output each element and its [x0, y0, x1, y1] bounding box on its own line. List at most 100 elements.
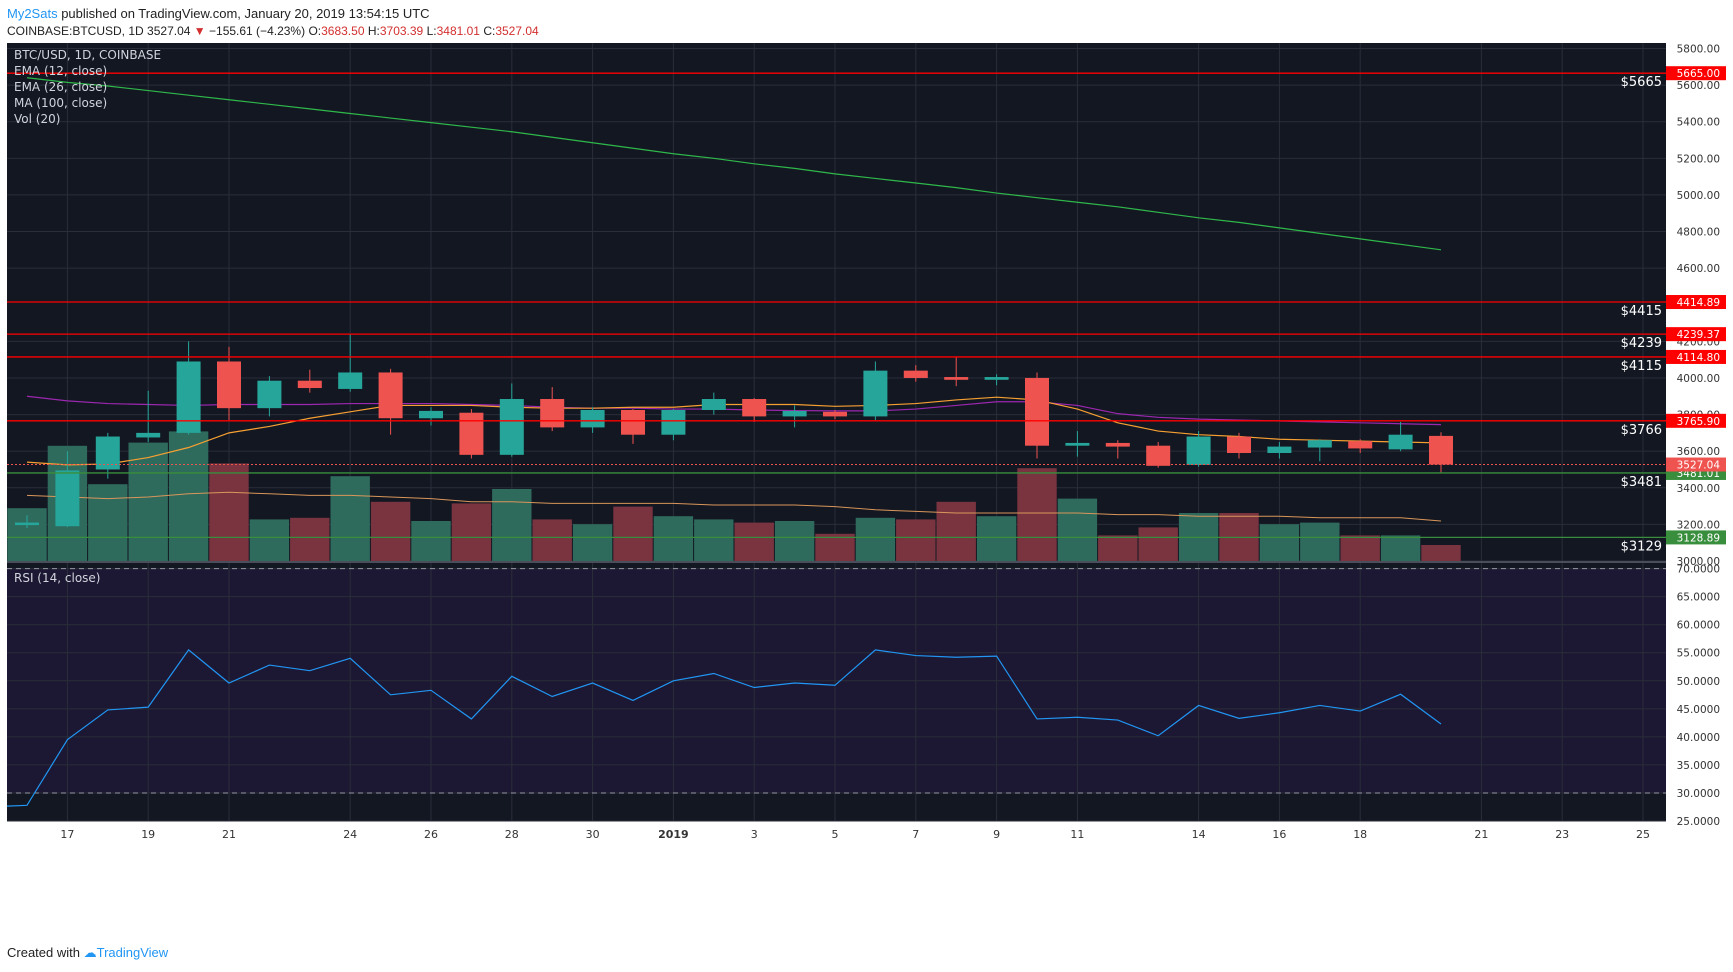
level-price-label: 3128.89 — [1677, 532, 1720, 544]
level-note: $3766 — [1621, 423, 1662, 438]
candle-body — [1146, 445, 1171, 466]
price-tick-label: 3000.00 — [1677, 556, 1720, 568]
close-label: C: — [483, 24, 496, 38]
last-price: 3527.04 — [147, 24, 191, 38]
tradingview-logo-icon[interactable]: ☁ — [83, 945, 97, 960]
volume-bar — [613, 506, 653, 561]
chart-symbol-title: BTC/USD, 1D, COINBASE — [14, 48, 161, 62]
volume-bar — [1300, 522, 1340, 561]
volume-bar — [572, 524, 613, 561]
candle-body — [540, 399, 565, 428]
indicator-legend: EMA (12, close) — [14, 64, 107, 78]
volume-bar — [411, 521, 451, 561]
level-price-tag — [1666, 530, 1726, 545]
last-price-label: 3527.04 — [1677, 460, 1721, 472]
level-price-label: 4114.80 — [1677, 352, 1720, 364]
candle-body — [378, 372, 403, 419]
candle-body — [15, 522, 39, 526]
candle-body — [419, 410, 443, 419]
rsi-tick-label: 35.0000 — [1677, 760, 1720, 772]
publish-header: My2Sats published on TradingView.com, Ja… — [7, 5, 430, 23]
level-note: $4239 — [1621, 336, 1662, 351]
candle-body — [1105, 442, 1130, 447]
volume-bar — [370, 501, 411, 561]
price-tick-label: 5600.00 — [1677, 80, 1720, 92]
time-tick-label: 18 — [1353, 828, 1367, 841]
symbol-ohlc-bar: COINBASE:BTCUSD, 1D 3527.04 ▼ −155.61 (−… — [7, 22, 539, 40]
candle-body — [55, 470, 80, 527]
time-tick-label: 21 — [222, 828, 236, 841]
candle-body — [1227, 436, 1251, 454]
candle-body — [1186, 436, 1211, 465]
level-price-tag — [1666, 295, 1726, 310]
candle-body — [701, 399, 726, 410]
volume-bar — [774, 521, 815, 561]
candle-body — [1267, 446, 1292, 454]
candle-body — [499, 399, 524, 455]
low-value: 3481.01 — [436, 24, 480, 38]
candle-body — [621, 409, 645, 435]
candle-body — [580, 409, 605, 428]
volume-bar — [1421, 545, 1461, 561]
rsi-line — [0, 649, 1442, 808]
volume-bar — [88, 484, 128, 561]
volume-bar — [855, 517, 896, 561]
candle-body — [742, 399, 767, 417]
candle-body — [217, 361, 241, 409]
time-tick-label: 9 — [993, 828, 1000, 841]
volume-bar — [330, 476, 370, 561]
price-chart-svg[interactable]: 5800.00 5600.00 5400.00 5200.00 5000.00 4800.… — [0, 43, 1726, 936]
candle-body — [176, 361, 201, 433]
candle-body — [944, 377, 969, 380]
volume-bar — [1057, 498, 1098, 561]
candle-body — [984, 377, 1009, 380]
time-tick-label: 24 — [343, 828, 357, 841]
price-tick-label: 4800.00 — [1677, 227, 1720, 239]
level-price-label: 4239.37 — [1677, 329, 1720, 341]
candle-body — [1065, 442, 1090, 446]
volume-bar — [694, 519, 734, 561]
level-note: $3481 — [1621, 475, 1662, 490]
price-tick-label: 4600.00 — [1677, 263, 1720, 275]
candle-body — [823, 411, 847, 417]
rsi-tick-label: 70.0000 — [1677, 564, 1720, 576]
time-tick-label: 5 — [832, 828, 839, 841]
down-arrow-icon: ▼ — [193, 24, 206, 38]
indicator-legend: MA (100, close) — [14, 96, 107, 110]
level-price-tag — [1666, 327, 1726, 342]
level-price-label: 3765.90 — [1677, 416, 1720, 428]
price-change: −155.61 (−4.23%) — [209, 24, 306, 38]
indicator-legend: Vol (20) — [14, 112, 60, 126]
level-price-tag — [1666, 66, 1726, 81]
time-tick-label: 26 — [424, 828, 438, 841]
candle-body — [257, 380, 282, 409]
volume-bar — [492, 489, 532, 561]
time-tick-label: 21 — [1474, 828, 1488, 841]
rsi-tick-label: 25.0000 — [1677, 816, 1720, 828]
last-price-tag — [1666, 457, 1726, 472]
tradingview-brand[interactable]: TradingView — [96, 945, 169, 960]
level-price-tag — [1666, 413, 1726, 428]
candle-body — [95, 436, 120, 470]
price-tick-label: 4000.00 — [1677, 373, 1720, 385]
close-value: 3527.04 — [495, 24, 539, 38]
time-tick-label: 19 — [141, 828, 155, 841]
ema12-line — [26, 396, 1442, 466]
open-label: O: — [308, 24, 322, 38]
author-link[interactable]: My2Sats — [7, 6, 58, 21]
published-text: published on TradingView.com, January 20… — [61, 6, 430, 21]
price-tick-label: 5200.00 — [1677, 153, 1720, 165]
rsi-tick-label: 55.0000 — [1677, 648, 1720, 660]
price-tick-label: 3600.00 — [1677, 446, 1720, 458]
price-tick-label: 5800.00 — [1677, 43, 1720, 55]
footer: Created with ☁TradingView — [7, 945, 168, 961]
time-tick-label: 11 — [1070, 828, 1084, 841]
level-note: $3129 — [1621, 539, 1662, 554]
volume-ma-line — [26, 491, 1442, 522]
volume-bar — [532, 519, 572, 561]
volume-bar — [1340, 535, 1380, 561]
time-tick-label: 16 — [1272, 828, 1286, 841]
candle-body — [459, 412, 484, 455]
chart-container[interactable]: 5800.00 5600.00 5400.00 5200.00 5000.00 4800.… — [0, 43, 1726, 936]
symbol-label: COINBASE:BTCUSD, 1D — [7, 24, 144, 38]
